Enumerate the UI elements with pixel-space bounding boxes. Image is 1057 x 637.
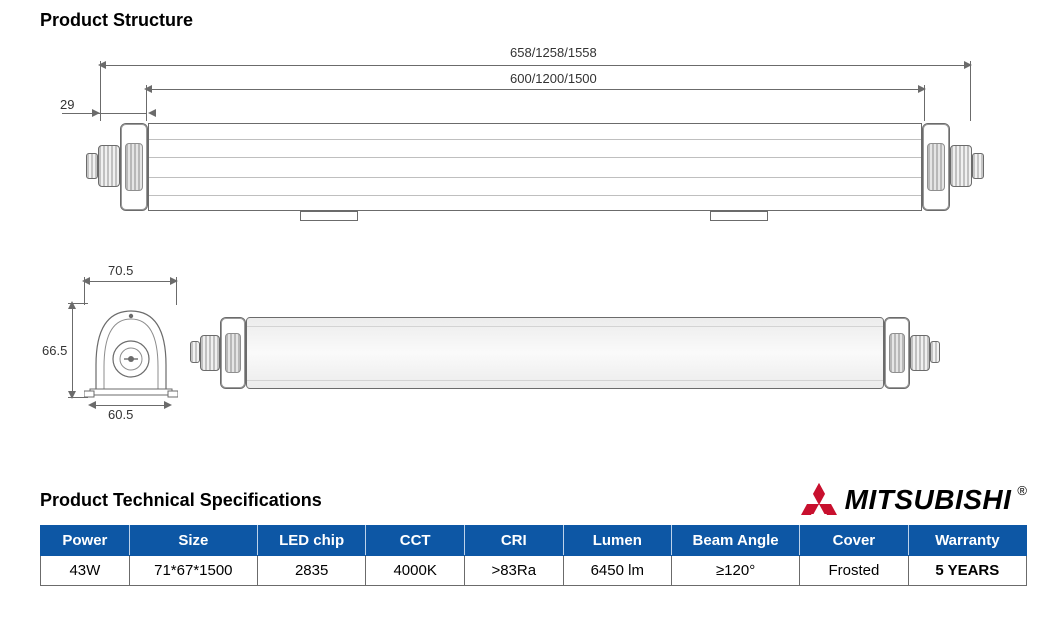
endcap-left xyxy=(120,123,148,211)
gland-left-outer xyxy=(86,153,98,179)
gland-left xyxy=(98,145,120,187)
brand-reg: ® xyxy=(1017,483,1027,498)
dim-end-offset: 29 xyxy=(60,97,74,112)
dim-width: 70.5 xyxy=(108,263,133,278)
th-power: Power xyxy=(41,526,130,556)
dim-inner-length: 600/1200/1500 xyxy=(510,71,597,86)
th-led: LED chip xyxy=(257,526,365,556)
td-cct: 4000K xyxy=(366,556,465,586)
tube-body-top xyxy=(148,123,922,211)
th-lumen: Lumen xyxy=(563,526,671,556)
side-profile xyxy=(84,301,178,399)
th-warranty: Warranty xyxy=(908,526,1026,556)
table-row: 43W 71*67*1500 2835 4000K >83Ra 6450 lm … xyxy=(41,556,1027,586)
spec-table: Power Size LED chip CCT CRI Lumen Beam A… xyxy=(40,525,1027,586)
td-led: 2835 xyxy=(257,556,365,586)
td-cri: >83Ra xyxy=(464,556,563,586)
table-header-row: Power Size LED chip CCT CRI Lumen Beam A… xyxy=(41,526,1027,556)
mitsubishi-diamonds-icon xyxy=(799,483,839,517)
structure-title: Product Structure xyxy=(40,10,1027,31)
bracket-left xyxy=(300,211,358,221)
dim-base: 60.5 xyxy=(108,407,133,422)
structure-diagram: 658/1258/1558 600/1200/1500 29 70.5 xyxy=(40,45,1000,455)
tube-body-bottom xyxy=(246,317,884,389)
specs-title: Product Technical Specifications xyxy=(40,490,322,511)
gland-right-outer xyxy=(972,153,984,179)
th-size: Size xyxy=(129,526,257,556)
gland-right xyxy=(950,145,972,187)
bracket-right xyxy=(710,211,768,221)
th-cri: CRI xyxy=(464,526,563,556)
endcap-right xyxy=(922,123,950,211)
th-beam: Beam Angle xyxy=(672,526,800,556)
brand-logo: MITSUBISHI ® xyxy=(799,483,1027,517)
td-lumen: 6450 lm xyxy=(563,556,671,586)
td-warranty: 5 YEARS xyxy=(908,556,1026,586)
brand-name: MITSUBISHI xyxy=(845,484,1012,516)
dim-overall-length: 658/1258/1558 xyxy=(510,45,597,60)
th-cct: CCT xyxy=(366,526,465,556)
td-power: 43W xyxy=(41,556,130,586)
td-cover: Frosted xyxy=(800,556,908,586)
td-beam: ≥120° xyxy=(672,556,800,586)
dim-height: 66.5 xyxy=(42,343,67,358)
th-cover: Cover xyxy=(800,526,908,556)
td-size: 71*67*1500 xyxy=(129,556,257,586)
